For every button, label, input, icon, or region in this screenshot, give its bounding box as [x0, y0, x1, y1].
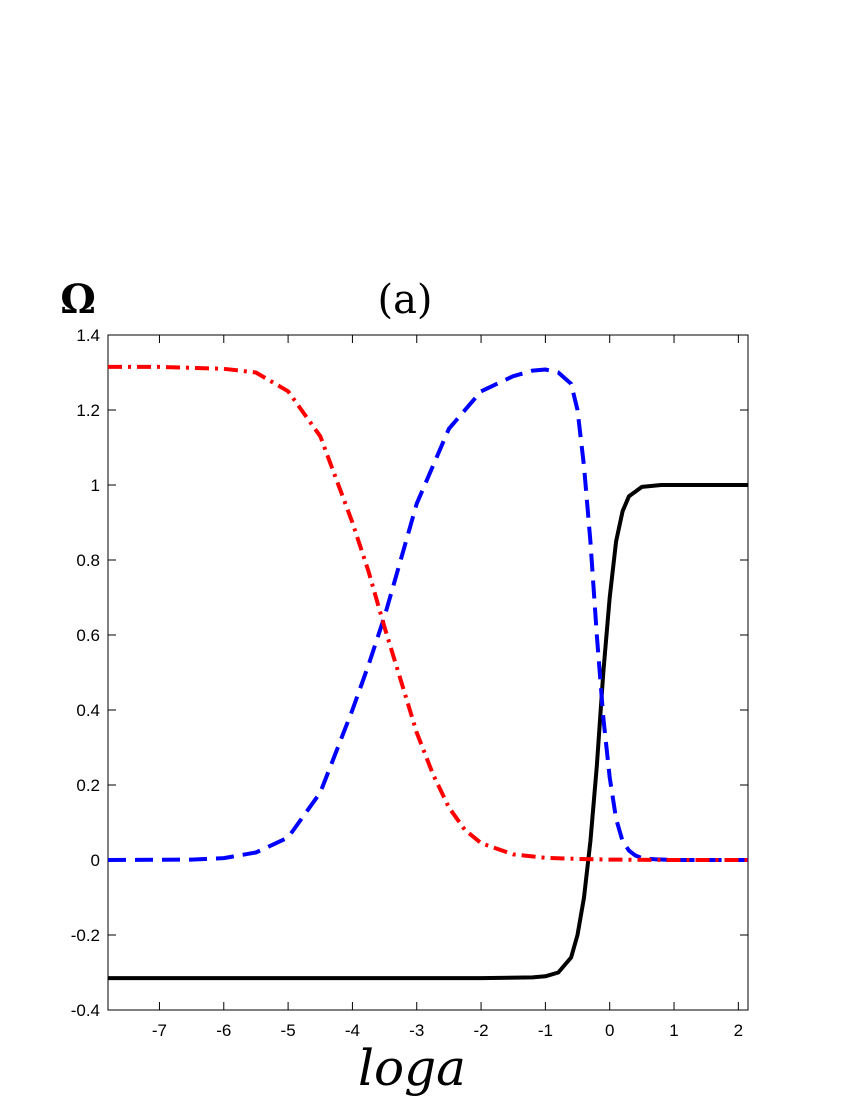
y-tick-label: -0.4	[71, 1001, 100, 1020]
x-tick-label: -4	[345, 1021, 360, 1040]
x-tick-label: -2	[474, 1021, 489, 1040]
x-tick-label: -1	[538, 1021, 553, 1040]
y-tick-label: 0.2	[76, 776, 100, 795]
y-tick-label: 0	[91, 851, 100, 870]
plot-frame	[107, 334, 749, 1011]
series-line-solid	[108, 483, 748, 981]
x-tick-label: -5	[281, 1021, 296, 1040]
series-line-dashed	[107, 367, 748, 862]
y-axis-label: Ω	[60, 276, 96, 323]
x-tick-label: 0	[605, 1021, 614, 1040]
x-tick-label: -7	[152, 1021, 167, 1040]
y-tick-label: 1	[91, 476, 100, 495]
x-axis-label: loga	[358, 1039, 466, 1097]
x-tick-label: 2	[734, 1021, 743, 1040]
y-tick-label: 0.8	[76, 551, 100, 570]
y-tick-label: 1.2	[76, 401, 100, 420]
x-tick-label: -6	[216, 1021, 231, 1040]
series-line-dashdot	[108, 364, 748, 862]
plot-area	[107, 364, 748, 981]
y-tick-label: -0.2	[71, 926, 100, 945]
chart-title: (a)	[377, 277, 432, 323]
y-tick-label: 0.4	[76, 701, 100, 720]
x-tick-label: 1	[669, 1021, 678, 1040]
y-tick-label: 1.4	[76, 326, 100, 345]
axes: -7 -6 -5 -4 -3 -2 -1 0 1 2 -0.4 -0.2 0 0.2 0.4 0.6 0.8 1 1…	[71, 326, 749, 1040]
y-tick-label: 0.6	[76, 626, 100, 645]
x-tick-label: -3	[409, 1021, 424, 1040]
